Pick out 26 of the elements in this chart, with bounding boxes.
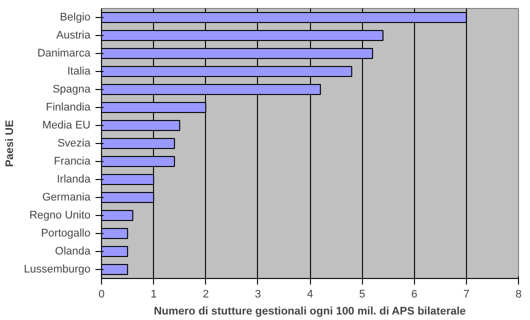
y-tick-label: Portogallo (40, 228, 91, 240)
y-axis-title: Paesi UE (4, 120, 16, 168)
y-tick-label: Svezia (57, 138, 92, 150)
y-tick-label: Finlandia (46, 102, 92, 114)
y-tick-label: Media EU (42, 120, 91, 132)
x-tick-label: 0 (98, 288, 105, 300)
y-tick-label: Austria (56, 30, 92, 42)
x-tick-label: 1 (150, 288, 157, 300)
x-tick-label: 5 (359, 288, 366, 300)
y-tick-label: Danimarca (37, 48, 92, 60)
y-tick-label: Italia (67, 66, 92, 78)
y-tick-label: Irlanda (56, 174, 92, 186)
x-axis-title: Numero di stutture gestionali ogni 100 mil. di APS bilaterale (154, 306, 466, 318)
y-tick-label: Spagna (52, 84, 92, 96)
y-tick-label: Germania (42, 192, 92, 204)
x-tick-label: 3 (254, 288, 261, 300)
x-tick-label: 4 (306, 288, 314, 300)
x-tick-label: 6 (411, 288, 418, 300)
x-tick-label: 8 (515, 288, 522, 300)
y-tick-label: Regno Unito (29, 210, 91, 222)
y-tick-label: Belgio (60, 12, 90, 24)
y-tick-label: Olanda (55, 246, 92, 258)
y-tick-label: Lussemburgo (24, 264, 91, 276)
x-tick-label: 2 (202, 288, 209, 300)
y-tick-label: Francia (54, 156, 92, 168)
x-tick-label: 7 (463, 288, 470, 300)
